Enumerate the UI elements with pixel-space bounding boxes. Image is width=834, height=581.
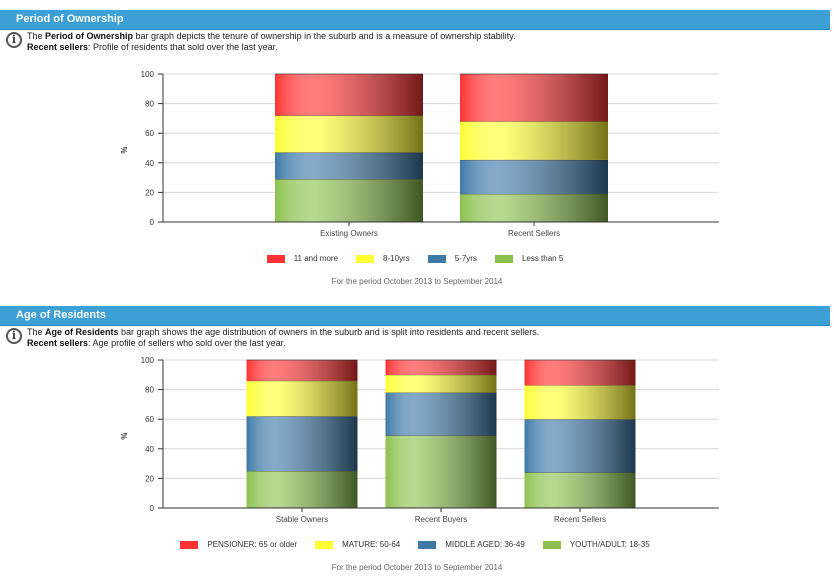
bar-shading bbox=[246, 360, 358, 381]
y-tick-label: 0 bbox=[150, 504, 155, 513]
x-tick-label: Recent Sellers bbox=[508, 229, 560, 238]
legend-swatch bbox=[356, 254, 375, 263]
desc-bold: Age of Residents bbox=[45, 327, 119, 337]
sellers-label: Recent sellers bbox=[27, 338, 89, 348]
legend-item-less-than-5: Less than 5 bbox=[494, 254, 564, 263]
legend-item-mature-50-64: MATURE: 50-64 bbox=[315, 540, 400, 549]
legend-label: 5-7yrs bbox=[454, 254, 477, 263]
legend-item-5-7yrs: 5-7yrs bbox=[427, 254, 477, 263]
x-tick-label: Recent Sellers bbox=[554, 515, 606, 524]
x-tick-label: Existing Owners bbox=[320, 229, 378, 238]
y-tick-label: 0 bbox=[150, 218, 155, 227]
ownership-legend: 11 and more 8-10yrs 5-7yrs Less than 5 bbox=[0, 254, 830, 263]
legend-item-pensioner-65-or-older: PENSIONER: 65 or older bbox=[180, 540, 297, 549]
bar-shading bbox=[385, 435, 497, 508]
legend-label: 11 and more bbox=[293, 254, 339, 263]
bar-shading bbox=[460, 74, 608, 122]
bar-shading bbox=[246, 416, 358, 471]
legend-swatch bbox=[266, 254, 285, 263]
y-axis-label: % bbox=[120, 146, 129, 153]
bar-shading bbox=[385, 360, 497, 375]
section-description: i The Age of Residents bar graph shows t… bbox=[0, 327, 830, 349]
desc-post: bar graph depicts the tenure of ownershi… bbox=[133, 31, 516, 41]
legend-label: PENSIONER: 65 or older bbox=[207, 540, 298, 549]
legend-label: YOUTH/ADULT: 18-35 bbox=[569, 540, 650, 549]
ownership-chart: 0 20 40 60 80 100% Existing Owners Recent Selle… bbox=[120, 70, 719, 238]
legend-label: MATURE: 50-64 bbox=[342, 540, 401, 549]
desc-bold: Period of Ownership bbox=[45, 31, 134, 41]
bar-shading bbox=[275, 179, 423, 222]
y-tick-label: 60 bbox=[145, 415, 154, 424]
y-tick-label: 60 bbox=[145, 129, 154, 138]
y-tick-label: 40 bbox=[145, 159, 154, 168]
desc-pre: The bbox=[27, 327, 46, 337]
y-tick-label: 80 bbox=[145, 100, 154, 109]
legend-swatch bbox=[542, 540, 561, 549]
y-tick-label: 20 bbox=[145, 474, 154, 483]
bar-shading bbox=[275, 152, 423, 180]
bar-shading bbox=[460, 121, 608, 160]
age-legend: PENSIONER: 65 or older MATURE: 50-64 MIDDL… bbox=[0, 540, 830, 549]
bar-shading bbox=[385, 392, 497, 436]
info-icon: i bbox=[6, 32, 22, 48]
legend-swatch bbox=[427, 254, 446, 263]
bar-shading bbox=[275, 115, 423, 153]
y-tick-label: 40 bbox=[145, 445, 154, 454]
legend-swatch bbox=[418, 540, 437, 549]
y-tick-label: 100 bbox=[141, 356, 155, 365]
bar-shading bbox=[246, 380, 358, 417]
age-chart: 0 20 40 60 80 100% Stable Owners Recent Buyers R… bbox=[120, 356, 719, 524]
bar-shading bbox=[524, 419, 636, 473]
period-text: For the period October 2013 to September… bbox=[331, 277, 503, 286]
sellers-text: : Age profile of sellers who sold over t… bbox=[88, 338, 286, 348]
legend-swatch bbox=[180, 540, 199, 549]
bar-shading bbox=[246, 471, 358, 508]
desc-pre: The bbox=[27, 31, 46, 41]
legend-item-youth-adult-18-35: YOUTH/ADULT: 18-35 bbox=[542, 540, 650, 549]
bar-shading bbox=[524, 360, 636, 386]
bar-shading bbox=[460, 193, 608, 222]
legend-item-middle-aged-36-49: MIDDLE AGED: 36-49 bbox=[418, 540, 525, 549]
sellers-text: : Profile of residents that sold over th… bbox=[88, 42, 278, 52]
legend-label: 8-10yrs bbox=[383, 254, 410, 263]
x-tick-label: Stable Owners bbox=[276, 515, 328, 524]
legend-item-11-and-more: 11 and more bbox=[266, 254, 339, 263]
y-axis-label: % bbox=[120, 432, 129, 439]
section-description: i The Period of Ownership bar graph depi… bbox=[0, 31, 830, 53]
period-text: For the period October 2013 to September… bbox=[331, 563, 503, 572]
bar-shading bbox=[275, 74, 423, 116]
bar-shading bbox=[460, 159, 608, 194]
y-tick-label: 80 bbox=[145, 386, 154, 395]
bar-shading bbox=[524, 385, 636, 420]
section-header: Period of Ownership bbox=[0, 10, 830, 30]
legend-swatch bbox=[494, 254, 513, 263]
legend-item-8-10yrs: 8-10yrs bbox=[356, 254, 410, 263]
x-tick-label: Recent Buyers bbox=[415, 515, 467, 524]
legend-swatch bbox=[315, 540, 334, 549]
ownership-section: Period of Ownership i The Period of Owne… bbox=[0, 10, 830, 53]
desc-post: bar graph shows the age distribution of … bbox=[118, 327, 540, 337]
bar-shading bbox=[385, 374, 497, 393]
bar-shading bbox=[524, 472, 636, 508]
y-tick-label: 100 bbox=[141, 70, 155, 79]
section-header: Age of Residents bbox=[0, 306, 830, 326]
info-icon: i bbox=[6, 328, 22, 344]
legend-label: MIDDLE AGED: 36-49 bbox=[445, 540, 525, 549]
age-section: Age of Residents i The Age of Residents … bbox=[0, 306, 830, 349]
y-tick-label: 20 bbox=[145, 188, 154, 197]
legend-label: Less than 5 bbox=[521, 254, 564, 263]
sellers-label: Recent sellers bbox=[27, 42, 89, 52]
